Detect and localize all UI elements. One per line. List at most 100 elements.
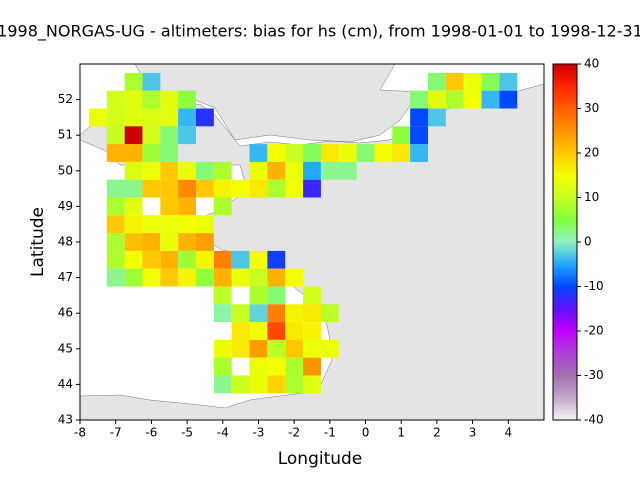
cell	[320, 161, 339, 180]
colorbar-tick-label: -30	[584, 368, 604, 382]
cell	[303, 339, 321, 358]
cell	[106, 233, 125, 251]
cell	[285, 339, 304, 358]
x-tick-label: 4	[504, 426, 512, 440]
x-tick-label: -2	[288, 426, 300, 440]
colorbar-tick-label: -10	[584, 279, 604, 293]
colorbar-tick-label: 0	[584, 235, 592, 249]
cell	[213, 286, 232, 305]
cell	[499, 72, 518, 91]
cell	[231, 179, 250, 198]
cell	[267, 322, 286, 340]
cell	[213, 339, 232, 358]
x-tick-label: -6	[145, 426, 157, 440]
cell	[178, 179, 196, 198]
x-tick-label: 1	[397, 426, 405, 440]
cell	[463, 72, 482, 91]
cell	[285, 304, 304, 323]
cell	[213, 268, 232, 287]
cell	[160, 108, 179, 127]
cell	[267, 161, 286, 180]
y-tick-label: 47	[58, 270, 73, 284]
cell	[196, 161, 214, 180]
cell	[374, 144, 393, 162]
cell	[428, 72, 446, 91]
cell	[142, 144, 161, 162]
cell	[267, 357, 286, 376]
cell	[213, 375, 232, 394]
y-axis-label: Latitude	[28, 207, 48, 277]
cell	[160, 144, 179, 162]
cell	[303, 286, 321, 305]
cell	[267, 304, 286, 323]
x-tick-label: 3	[469, 426, 477, 440]
cell	[249, 250, 268, 269]
cell	[160, 250, 179, 269]
x-tick-label: -4	[217, 426, 229, 440]
cell	[142, 72, 161, 91]
cell	[213, 179, 232, 198]
cell	[106, 215, 125, 234]
cell	[285, 357, 304, 376]
chart-title: 1998_NORGAS-UG - altimeters: bias for hs…	[0, 22, 640, 42]
cell	[196, 268, 214, 287]
cell	[392, 144, 411, 162]
cell	[338, 144, 357, 162]
y-tick-label: 43	[58, 413, 73, 427]
cell	[178, 233, 196, 251]
cell	[124, 72, 143, 91]
cell	[124, 126, 143, 145]
cell	[106, 268, 125, 287]
cell	[124, 179, 143, 198]
cell	[410, 144, 428, 162]
colorbar-tick-label: -20	[584, 324, 604, 338]
cell	[178, 90, 196, 109]
cell	[142, 161, 161, 180]
cell	[106, 126, 125, 145]
cell	[249, 286, 268, 305]
colorbar-tick-label: 20	[584, 146, 599, 160]
x-tick-label: -1	[324, 426, 336, 440]
cell	[481, 72, 500, 91]
cell	[285, 322, 304, 340]
cell	[410, 126, 428, 145]
cell	[196, 250, 214, 269]
cell	[160, 90, 179, 109]
cell	[392, 126, 411, 145]
cell	[178, 197, 196, 216]
cell	[160, 161, 179, 180]
cell	[249, 339, 268, 358]
cell	[249, 161, 268, 180]
x-tick-label: -5	[181, 426, 193, 440]
cell	[249, 304, 268, 323]
cell	[267, 144, 286, 162]
cell	[213, 197, 232, 216]
cell	[142, 126, 161, 145]
colorbar-tick-label: -40	[584, 413, 604, 427]
cell	[249, 375, 268, 394]
cell	[160, 215, 179, 234]
cell	[106, 90, 125, 109]
cell	[160, 233, 179, 251]
cell	[124, 144, 143, 162]
cell	[124, 215, 143, 234]
cell	[249, 144, 268, 162]
cell	[124, 197, 143, 216]
cell	[320, 304, 339, 323]
cell	[267, 179, 286, 198]
colorbar-tick-label: 10	[584, 190, 599, 204]
y-tick-label: 49	[58, 199, 73, 213]
cell	[160, 268, 179, 287]
cell	[285, 375, 304, 394]
cell	[178, 126, 196, 145]
cell	[213, 250, 232, 269]
cell	[106, 197, 125, 216]
cell	[106, 250, 125, 269]
cell	[303, 375, 321, 394]
x-axis-label: Longitude	[278, 449, 363, 469]
cell	[178, 108, 196, 127]
cell	[231, 268, 250, 287]
cell	[303, 161, 321, 180]
colorbar-tick-label: 40	[584, 57, 599, 71]
